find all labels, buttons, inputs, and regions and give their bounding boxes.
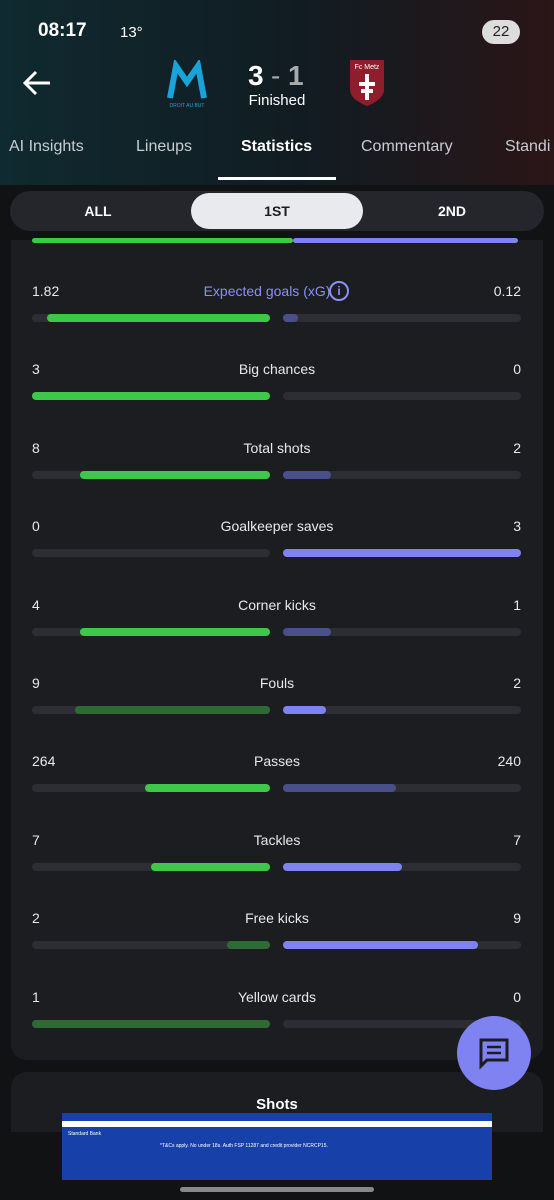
ad-brand: Standard Bank: [68, 1131, 102, 1137]
tab[interactable]: Lineups: [136, 138, 193, 155]
battery: 22: [482, 20, 520, 44]
home-value: 2: [32, 910, 40, 927]
home-bar: [151, 862, 270, 871]
stat-label: Tackles: [253, 831, 301, 848]
home-indicator: [180, 1187, 374, 1192]
home-track: [32, 549, 270, 558]
away-bar: [283, 941, 478, 950]
home-value: 9: [32, 675, 40, 691]
away-bar: [283, 470, 331, 479]
away-value: 2: [513, 675, 521, 691]
home-value: 3: [32, 361, 40, 378]
home-value: 8: [32, 439, 40, 456]
home-bar: [145, 784, 270, 793]
away-value: 7: [513, 831, 521, 848]
away-track: [283, 470, 521, 479]
stat-label: Expected goals (xG): [203, 283, 331, 299]
away-value: 0: [513, 361, 521, 378]
home-value: 1.82: [32, 283, 60, 299]
home-value: 7: [32, 831, 40, 848]
tab[interactable]: AI Insights: [9, 138, 84, 155]
away-value: 3: [513, 518, 521, 535]
header-background: [0, 0, 554, 185]
away-track: [283, 862, 521, 871]
tab-underline: [218, 177, 336, 180]
back-button[interactable]: [22, 68, 54, 98]
away-bar: [283, 784, 397, 793]
period-tab[interactable]: ALL: [84, 203, 112, 219]
stats-card: [11, 240, 543, 1060]
home-score: 3: [248, 60, 264, 91]
section-title: Shots: [256, 1096, 298, 1113]
away-logo: Fc Metz: [350, 60, 384, 106]
stat-label: Yellow cards: [237, 988, 317, 1005]
away-value: 1: [513, 596, 521, 613]
away-track: [283, 784, 521, 793]
away-bar: [283, 862, 402, 871]
away-bar: [283, 314, 298, 322]
stat-label: Fouls: [259, 675, 295, 691]
match-status: Finished: [248, 92, 306, 109]
home-badge: DROIT AU BUT: [170, 103, 205, 109]
away-bar: [283, 627, 331, 636]
stat-label: Corner kicks: [238, 596, 316, 613]
home-bar: [46, 314, 270, 322]
temperature: 13°: [120, 24, 143, 41]
away-value: 0.12: [493, 283, 521, 299]
away-track: [283, 314, 521, 322]
away-track: [283, 627, 521, 636]
period-tab[interactable]: 2ND: [437, 203, 466, 219]
home-bar: [226, 941, 270, 950]
stat-label: Total shots: [243, 439, 311, 456]
away-bar: [283, 549, 521, 558]
stat-label: Free kicks: [245, 910, 309, 927]
tab[interactable]: Statistics: [241, 138, 313, 155]
away-track: [283, 1019, 521, 1028]
chat-button[interactable]: [457, 1016, 531, 1090]
away-value: 2: [513, 439, 521, 456]
home-bar: [79, 470, 270, 479]
home-bar: [75, 706, 270, 714]
home-bar: [79, 627, 270, 636]
home-value: 264: [32, 753, 56, 770]
away-track: [283, 392, 521, 401]
away-value: 0: [513, 988, 521, 1005]
ad-disclaimer: *T&Cs apply. No under 18s. Auth FSP 1128…: [160, 1143, 328, 1149]
stat-label: Big chances: [238, 361, 316, 378]
stat-label: Goalkeeper saves: [220, 518, 334, 535]
home-bar: [32, 392, 270, 401]
tab[interactable]: Commentary: [361, 138, 453, 155]
prev-bar: [32, 238, 293, 243]
away-score: 1: [288, 60, 304, 91]
away-value: 240: [497, 753, 521, 770]
score-separator: -: [271, 60, 281, 91]
ad-banner[interactable]: Standard Bank *T&Cs apply. No under 18s.…: [62, 1113, 492, 1180]
home-track: [32, 941, 270, 950]
home-value: 0: [32, 518, 40, 535]
home-value: 4: [32, 596, 40, 613]
away-badge: Fc Metz: [355, 64, 380, 71]
away-track: [283, 706, 521, 714]
home-value: 1: [32, 988, 40, 1005]
tab[interactable]: Standi: [505, 138, 551, 155]
clock: 08:17: [38, 20, 87, 41]
info-icon[interactable]: i: [329, 281, 349, 301]
period-tab[interactable]: 1ST: [191, 193, 363, 229]
home-bar: [32, 1019, 270, 1028]
stat-label: Passes: [254, 753, 300, 770]
away-value: 9: [513, 910, 521, 927]
prev-bar: [293, 238, 518, 243]
home-logo: DROIT AU BUT: [167, 60, 207, 109]
away-bar: [283, 706, 327, 714]
